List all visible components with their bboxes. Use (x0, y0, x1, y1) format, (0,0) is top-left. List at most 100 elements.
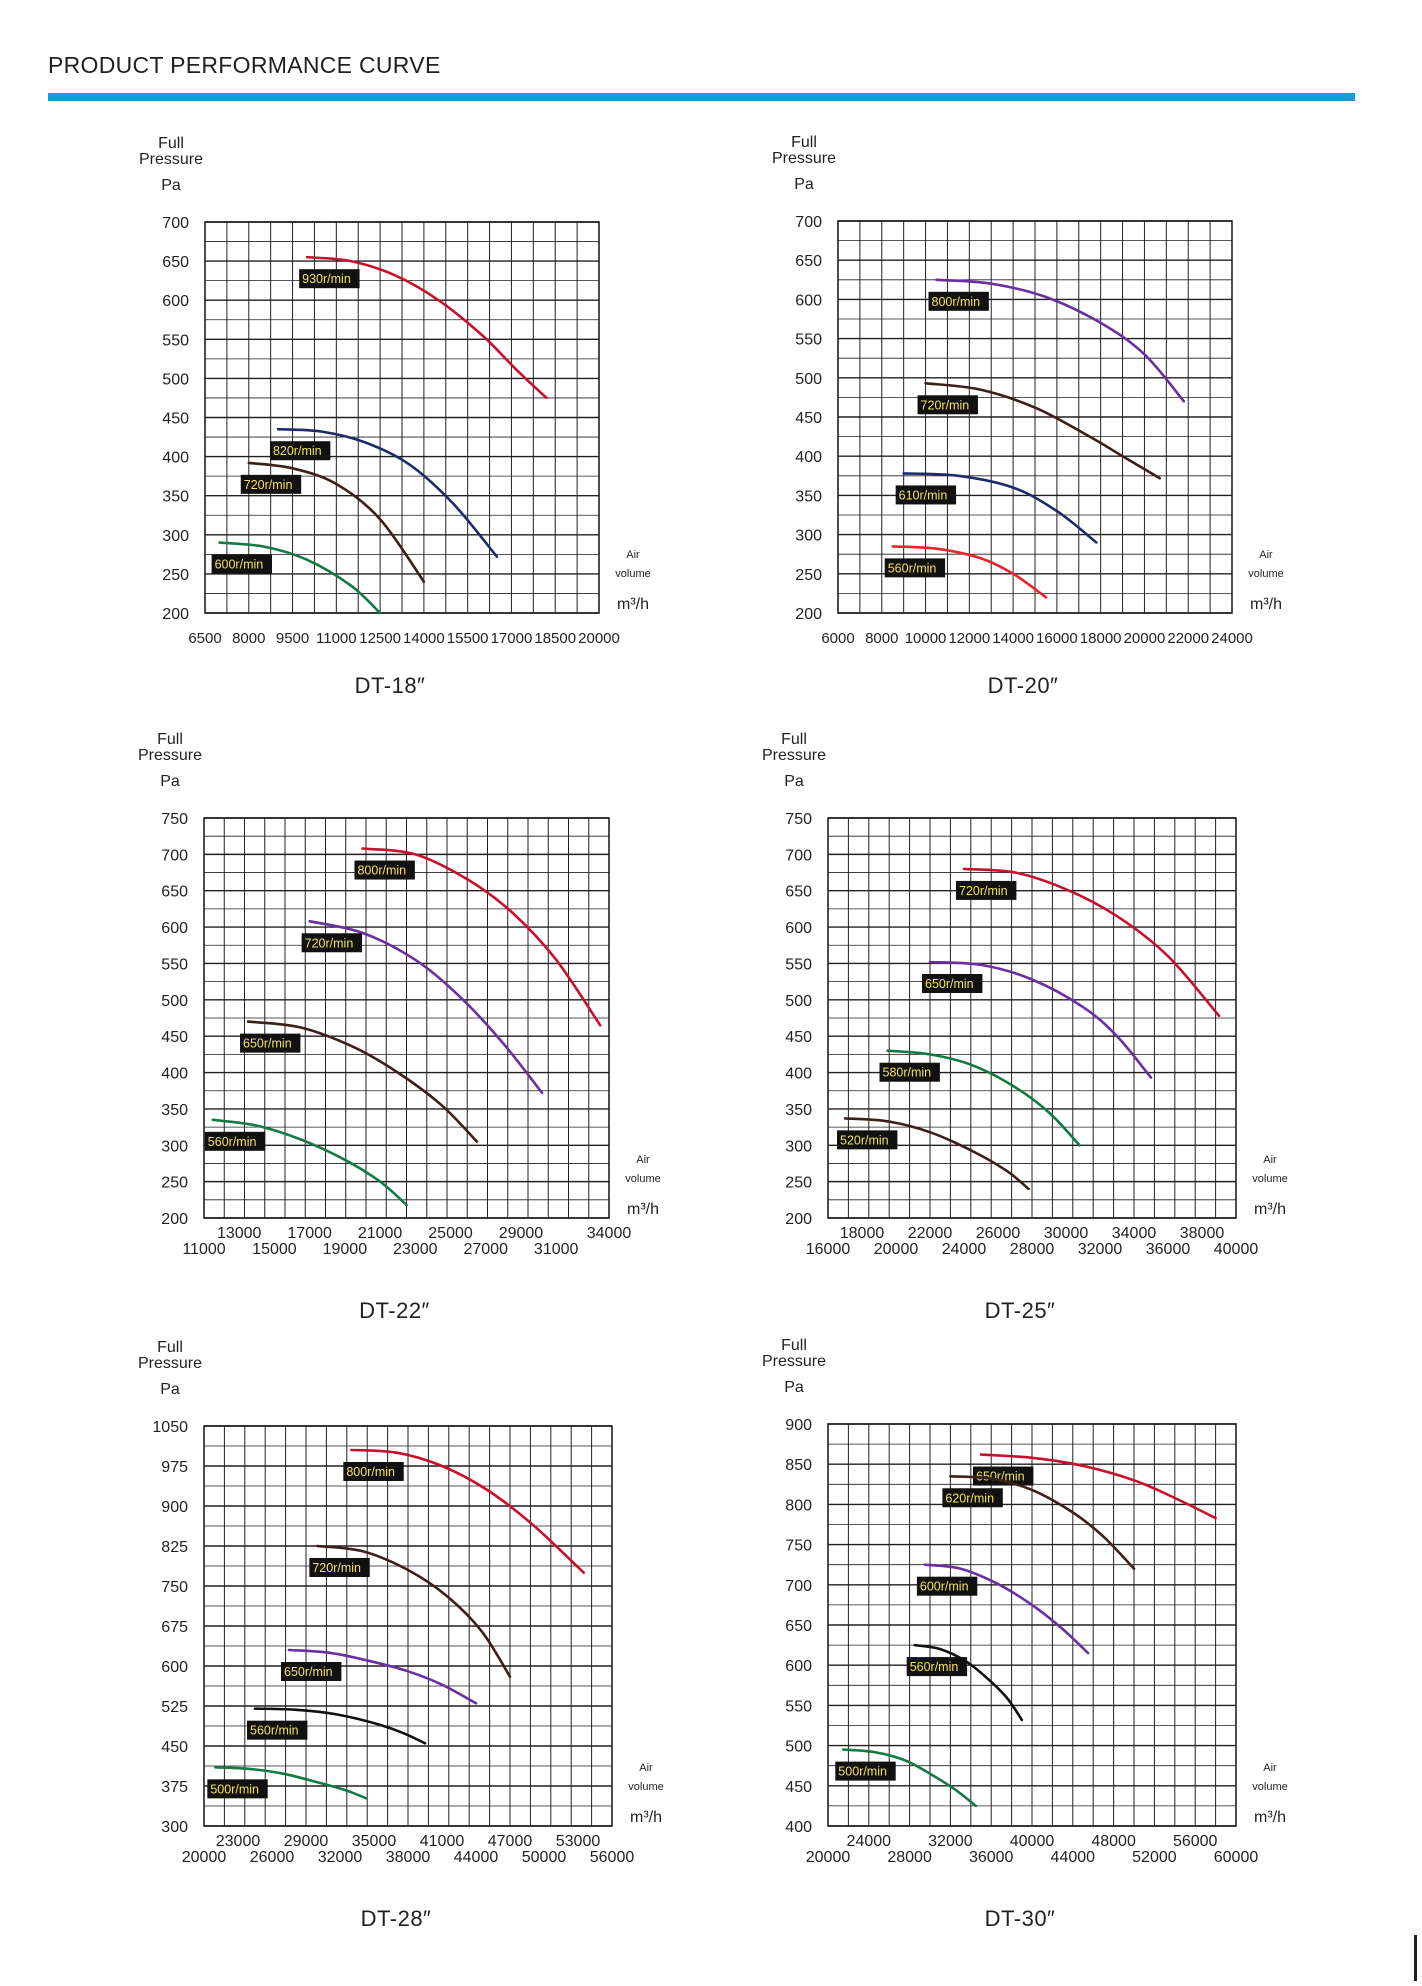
y-tick-label: 500 (161, 993, 188, 1010)
series-label: 560r/min (208, 1135, 257, 1149)
y-tick-label: 250 (795, 567, 822, 584)
x-axis-unit: m³/h (627, 1201, 659, 1218)
y-tick-label: 200 (795, 606, 822, 623)
y-tick-label: 300 (785, 1138, 812, 1155)
y-axis-unit: Pa (784, 1379, 804, 1396)
x-tick-label: 24000 (942, 1241, 987, 1258)
x-tick-label: 38000 (1180, 1225, 1225, 1242)
y-tick-label: 750 (161, 811, 188, 828)
x-tick-label: 9500 (276, 630, 309, 647)
x-tick-label: 18500 (534, 630, 576, 647)
y-tick-label: 400 (161, 1066, 188, 1083)
series-line-650r-min (928, 960, 1153, 1079)
y-tick-label: 450 (161, 1739, 188, 1756)
series-label-box (343, 1462, 404, 1481)
y-tick-label: 700 (795, 214, 822, 231)
x-tick-label: 56000 (1173, 1833, 1218, 1850)
series-label-box (928, 291, 989, 311)
y-axis-unit: Pa (784, 773, 804, 790)
x-tick-label: 24000 (847, 1833, 892, 1850)
y-tick-label: 800 (785, 1497, 812, 1514)
series-line-800r-min (350, 1448, 585, 1574)
x-tick-label: 26000 (976, 1225, 1021, 1242)
series-line-650r-min (246, 1020, 479, 1143)
y-tick-label: 450 (785, 1779, 812, 1796)
x-axis-title-line1: Air (1263, 1154, 1277, 1166)
series-label-box (309, 1558, 370, 1577)
x-tick-label: 60000 (1214, 1849, 1259, 1866)
x-axis-unit: m³/h (1254, 1201, 1286, 1218)
x-tick-label: 28000 (887, 1849, 932, 1866)
y-tick-label: 975 (161, 1459, 188, 1476)
y-axis-unit: Pa (160, 773, 180, 790)
y-axis-title-line2: Pressure (138, 1355, 202, 1372)
y-axis-title-line2: Pressure (139, 151, 203, 168)
series-label-box (884, 558, 946, 578)
series-label-box (301, 933, 363, 953)
series-label-box (269, 441, 331, 461)
y-axis-title-line2: Pressure (762, 1353, 826, 1370)
x-tick-label: 10000 (905, 630, 947, 647)
series-label-box (922, 974, 983, 993)
x-tick-label: 50000 (522, 1849, 567, 1866)
y-tick-label: 375 (161, 1779, 188, 1796)
y-tick-label: 500 (162, 371, 189, 388)
x-axis-unit: m³/h (1254, 1809, 1286, 1826)
y-axis-title-line1: Full (157, 1339, 183, 1356)
series-label-box (281, 1662, 342, 1681)
series-line-720r-min (924, 382, 1162, 480)
series-line-720r-min (308, 920, 544, 1095)
x-tick-label: 8000 (232, 630, 265, 647)
x-tick-label: 12500 (359, 630, 401, 647)
series-line-600r-min (923, 1563, 1090, 1655)
series-line-500r-min (842, 1748, 978, 1808)
plot-frame (837, 220, 1233, 614)
series-label: 650r/min (243, 1037, 292, 1051)
x-tick-label: 17000 (491, 630, 533, 647)
y-tick-label: 300 (161, 1819, 188, 1836)
series-line-720r-min (247, 461, 426, 583)
y-tick-label: 450 (795, 410, 822, 427)
series-label: 720r/min (244, 478, 293, 492)
x-tick-label: 34000 (1112, 1225, 1157, 1242)
series-line-610r-min (902, 472, 1098, 544)
series-label: 720r/min (305, 936, 354, 950)
series-line-650r-min (979, 1453, 1217, 1520)
y-tick-label: 300 (162, 528, 189, 545)
series-line-930r-min (305, 255, 548, 400)
y-tick-label: 825 (161, 1539, 188, 1556)
chart-title: DT-28″ (361, 1906, 432, 1931)
x-tick-label: 20000 (874, 1241, 919, 1258)
series-label: 520r/min (840, 1133, 889, 1147)
y-tick-label: 650 (795, 253, 822, 270)
series-label: 560r/min (888, 561, 937, 575)
header-rule (48, 93, 1355, 101)
y-tick-label: 600 (785, 1658, 812, 1675)
series-line-560r-min (211, 1118, 408, 1207)
y-tick-label: 500 (785, 993, 812, 1010)
x-axis-title-line2: volume (1252, 1781, 1287, 1793)
y-tick-label: 750 (161, 1579, 188, 1596)
x-axis-title-line1: Air (1263, 1762, 1277, 1774)
series-label: 610r/min (899, 488, 948, 502)
y-tick-label: 900 (785, 1417, 812, 1434)
series-label: 930r/min (302, 272, 351, 286)
series-label-box (299, 269, 360, 289)
series-label-box (973, 1466, 1034, 1486)
y-axis-title-line2: Pressure (762, 747, 826, 764)
series-label: 650r/min (976, 1470, 1025, 1484)
series-label-box (835, 1761, 896, 1781)
plot-frame (203, 1425, 613, 1827)
x-tick-label: 28000 (1010, 1241, 1055, 1258)
x-tick-label: 22000 (908, 1225, 953, 1242)
x-tick-label: 29000 (499, 1225, 544, 1242)
y-axis-title-line1: Full (158, 135, 184, 152)
y-tick-label: 650 (162, 254, 189, 271)
x-tick-label: 44000 (1051, 1849, 1096, 1866)
series-label: 800r/min (346, 1465, 395, 1479)
x-tick-label: 47000 (488, 1833, 533, 1850)
plot-frame (203, 817, 610, 1219)
